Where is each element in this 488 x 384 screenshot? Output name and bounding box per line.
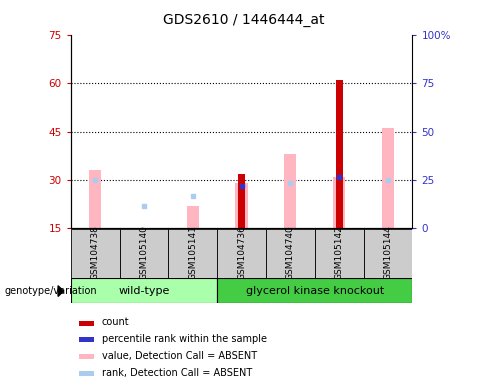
Text: value, Detection Call = ABSENT: value, Detection Call = ABSENT — [102, 351, 257, 361]
Text: GSM104736: GSM104736 — [237, 225, 246, 280]
Bar — [217, 229, 266, 278]
Bar — [238, 174, 245, 228]
Bar — [315, 229, 364, 278]
Text: GSM104738: GSM104738 — [91, 225, 100, 280]
Text: GSM105140: GSM105140 — [140, 225, 148, 280]
Bar — [71, 229, 120, 278]
Bar — [333, 177, 345, 228]
Text: glycerol kinase knockout: glycerol kinase knockout — [245, 286, 384, 296]
Bar — [89, 170, 102, 228]
Text: GSM105141: GSM105141 — [188, 225, 197, 280]
Bar — [120, 229, 168, 278]
Text: GSM105144: GSM105144 — [384, 225, 392, 280]
Bar — [168, 229, 217, 278]
Text: GSM105142: GSM105142 — [335, 225, 344, 280]
Bar — [266, 229, 315, 278]
Text: count: count — [102, 317, 129, 327]
Bar — [336, 80, 343, 228]
Bar — [217, 278, 412, 303]
Text: GDS2610 / 1446444_at: GDS2610 / 1446444_at — [163, 13, 325, 27]
Text: rank, Detection Call = ABSENT: rank, Detection Call = ABSENT — [102, 367, 252, 377]
Bar — [382, 128, 394, 228]
Bar — [79, 354, 94, 359]
Bar — [186, 206, 199, 228]
Bar — [284, 154, 297, 228]
Bar — [79, 321, 94, 326]
Bar — [79, 337, 94, 343]
Text: percentile rank within the sample: percentile rank within the sample — [102, 334, 267, 344]
Bar — [364, 229, 412, 278]
Text: genotype/variation: genotype/variation — [5, 286, 98, 296]
Polygon shape — [58, 286, 63, 296]
Text: GSM104740: GSM104740 — [286, 225, 295, 280]
Bar — [79, 371, 94, 376]
Bar — [71, 278, 217, 303]
Bar — [235, 183, 247, 228]
Text: wild-type: wild-type — [118, 286, 170, 296]
